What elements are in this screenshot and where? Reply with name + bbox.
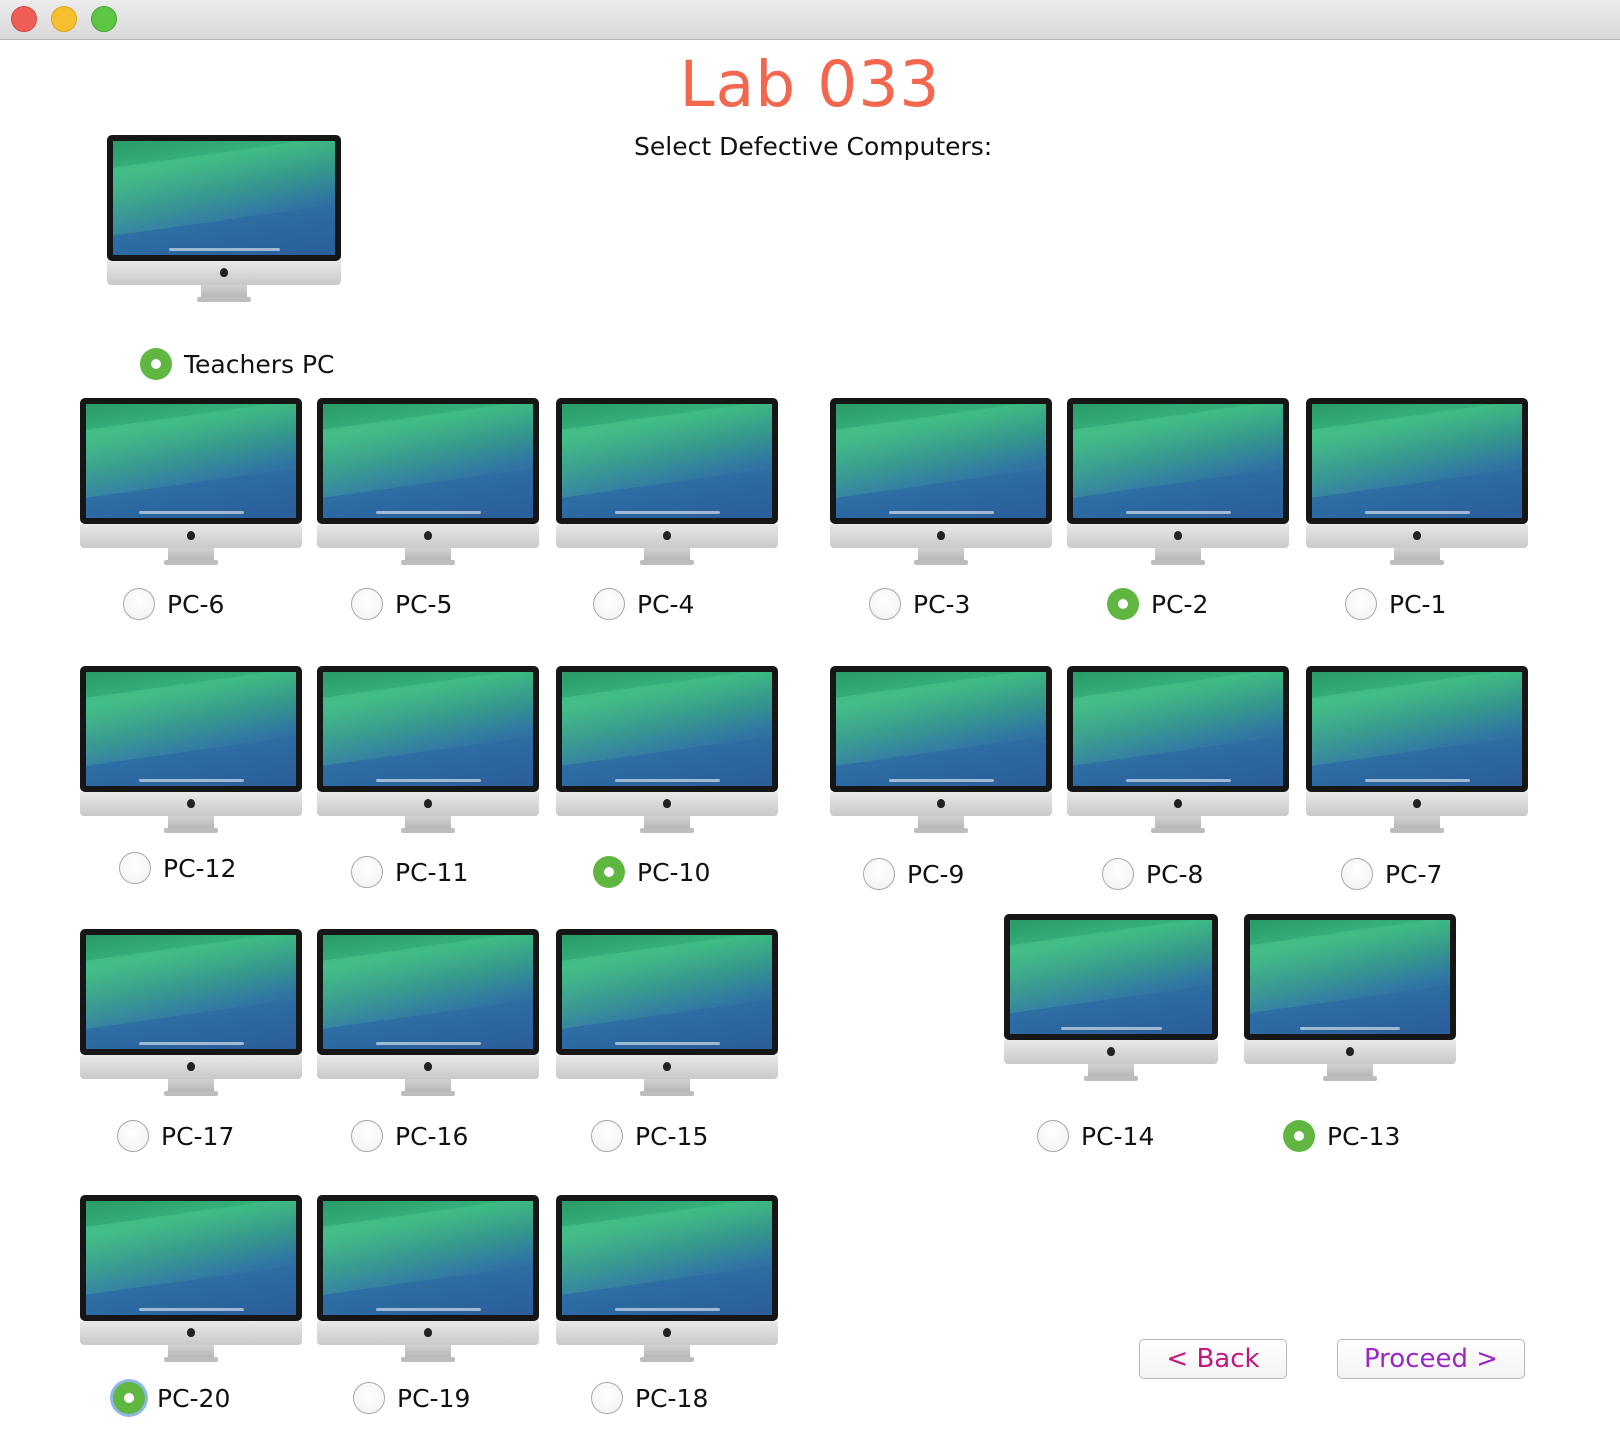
pc7-computer-icon [1306, 666, 1528, 836]
pc1-option[interactable]: PC-1 [1345, 587, 1446, 621]
pc2-radio[interactable] [1107, 588, 1139, 620]
pc9-option[interactable]: PC-9 [863, 857, 964, 891]
pc16-computer-icon [317, 929, 539, 1099]
pc14-label: PC-14 [1081, 1121, 1155, 1151]
pc6-computer-icon [80, 398, 302, 568]
pc8-option[interactable]: PC-8 [1102, 857, 1203, 891]
pc5-label: PC-5 [395, 589, 453, 619]
pc10-radio[interactable] [593, 856, 625, 888]
title-bar [0, 0, 1620, 40]
pc6-label: PC-6 [167, 589, 225, 619]
pc19-option[interactable]: PC-19 [353, 1381, 470, 1415]
pc20-label: PC-20 [157, 1383, 231, 1413]
pc8-label: PC-8 [1146, 859, 1204, 889]
pc10-computer-icon [556, 666, 778, 836]
pc3-option[interactable]: PC-3 [869, 587, 970, 621]
pc11-option[interactable]: PC-11 [351, 855, 468, 889]
pc4-computer-icon [556, 398, 778, 568]
pc4-radio[interactable] [593, 588, 625, 620]
teacher-computer-icon [107, 135, 341, 305]
pc16-radio[interactable] [351, 1120, 383, 1152]
back-button[interactable]: < Back [1139, 1339, 1287, 1379]
pc8-radio[interactable] [1102, 858, 1134, 890]
pc11-label: PC-11 [395, 857, 469, 887]
pc5-radio[interactable] [351, 588, 383, 620]
pc13-option[interactable]: PC-13 [1283, 1119, 1400, 1153]
pc7-label: PC-7 [1385, 859, 1443, 889]
pc6-option[interactable]: PC-6 [123, 587, 224, 621]
pc18-computer-icon [556, 1195, 778, 1365]
pc13-label: PC-13 [1327, 1121, 1401, 1151]
pc8-computer-icon [1067, 666, 1289, 836]
pc9-computer-icon [830, 666, 1052, 836]
pc18-label: PC-18 [635, 1383, 709, 1413]
pc6-radio[interactable] [123, 588, 155, 620]
pc4-option[interactable]: PC-4 [593, 587, 694, 621]
minimize-window-button[interactable] [51, 6, 77, 32]
pc11-computer-icon [317, 666, 539, 836]
pc18-radio[interactable] [591, 1382, 623, 1414]
pc20-computer-icon [80, 1195, 302, 1365]
pc14-computer-icon [1004, 914, 1218, 1084]
pc19-label: PC-19 [397, 1383, 471, 1413]
pc7-option[interactable]: PC-7 [1341, 857, 1442, 891]
page-subtitle: Select Defective Computers: [634, 132, 993, 161]
pc3-computer-icon [830, 398, 1052, 568]
pc1-label: PC-1 [1389, 589, 1447, 619]
pc16-label: PC-16 [395, 1121, 469, 1151]
pc16-option[interactable]: PC-16 [351, 1119, 468, 1153]
pc2-computer-icon [1067, 398, 1289, 568]
pc1-computer-icon [1306, 398, 1528, 568]
pc5-option[interactable]: PC-5 [351, 587, 452, 621]
pc5-computer-icon [317, 398, 539, 568]
pc9-label: PC-9 [907, 859, 965, 889]
pc17-radio[interactable] [117, 1120, 149, 1152]
pc20-option[interactable]: PC-20 [113, 1381, 230, 1415]
pc11-radio[interactable] [351, 856, 383, 888]
pc13-radio[interactable] [1283, 1120, 1315, 1152]
pc3-label: PC-3 [913, 589, 971, 619]
pc13-computer-icon [1244, 914, 1456, 1084]
pc19-computer-icon [317, 1195, 539, 1365]
proceed-button[interactable]: Proceed > [1337, 1339, 1525, 1379]
close-window-button[interactable] [11, 6, 37, 32]
pc2-label: PC-2 [1151, 589, 1209, 619]
pc14-radio[interactable] [1037, 1120, 1069, 1152]
pc2-option[interactable]: PC-2 [1107, 587, 1208, 621]
pc19-radio[interactable] [353, 1382, 385, 1414]
pc12-radio[interactable] [119, 852, 151, 884]
pc3-radio[interactable] [869, 588, 901, 620]
pc12-computer-icon [80, 666, 302, 836]
pc10-label: PC-10 [637, 857, 711, 887]
pc17-label: PC-17 [161, 1121, 235, 1151]
pc15-computer-icon [556, 929, 778, 1099]
teacher-pc-radio[interactable] [140, 348, 172, 380]
pc15-radio[interactable] [591, 1120, 623, 1152]
page-title: Lab 033 [679, 48, 941, 121]
pc1-radio[interactable] [1345, 588, 1377, 620]
pc12-option[interactable]: PC-12 [119, 851, 236, 885]
teacher-pc-option[interactable]: Teachers PC [140, 347, 334, 381]
pc12-label: PC-12 [163, 853, 237, 883]
pc14-option[interactable]: PC-14 [1037, 1119, 1154, 1153]
maximize-window-button[interactable] [91, 6, 117, 32]
pc9-radio[interactable] [863, 858, 895, 890]
pc4-label: PC-4 [637, 589, 695, 619]
pc20-radio[interactable] [113, 1382, 145, 1414]
pc10-option[interactable]: PC-10 [593, 855, 710, 889]
pc7-radio[interactable] [1341, 858, 1373, 890]
pc15-option[interactable]: PC-15 [591, 1119, 708, 1153]
pc18-option[interactable]: PC-18 [591, 1381, 708, 1415]
pc17-option[interactable]: PC-17 [117, 1119, 234, 1153]
pc17-computer-icon [80, 929, 302, 1099]
teacher-pc-label: Teachers PC [184, 349, 335, 379]
pc15-label: PC-15 [635, 1121, 709, 1151]
